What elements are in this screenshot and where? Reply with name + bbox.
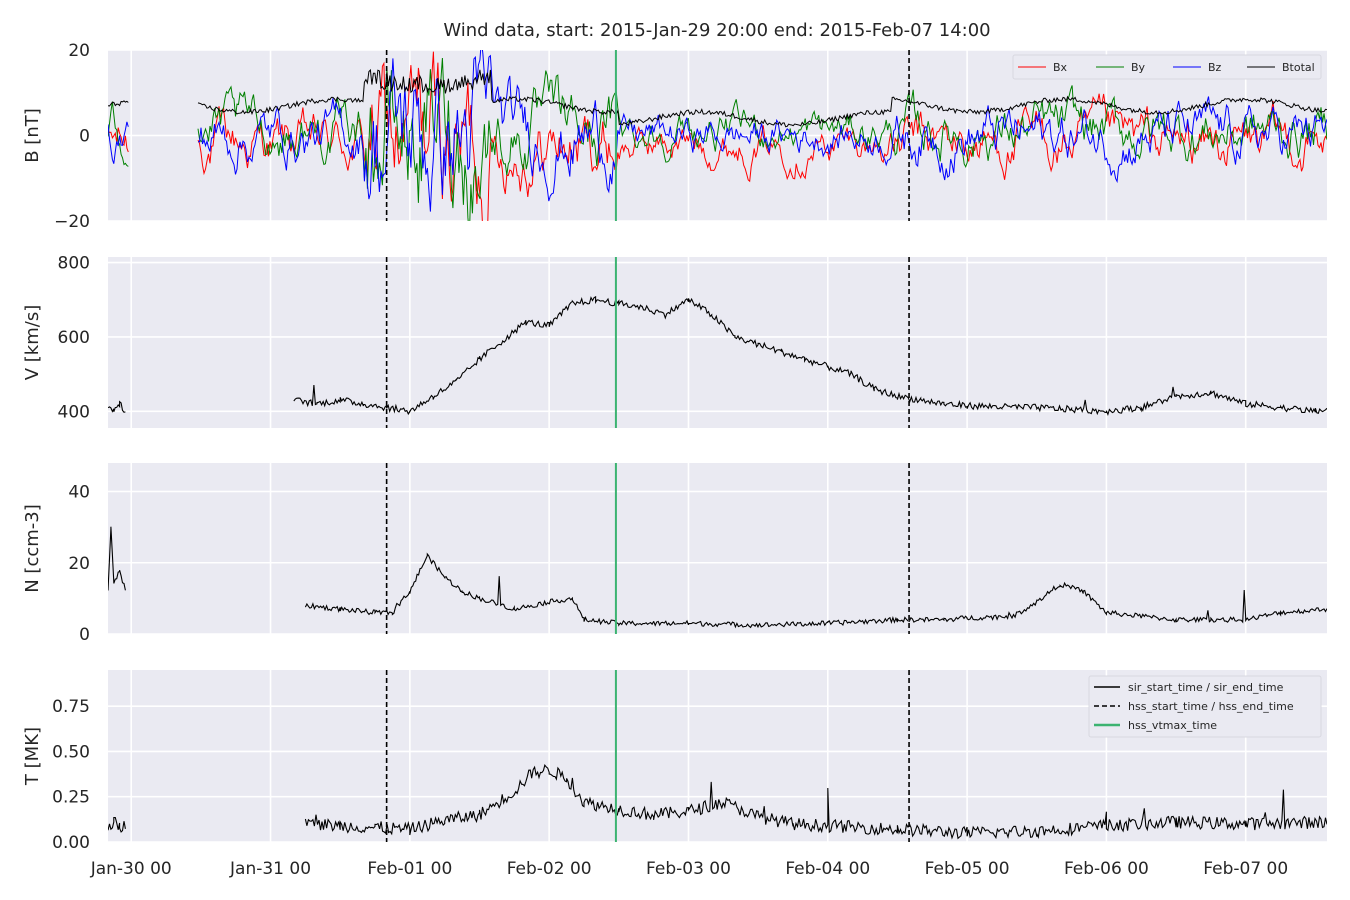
panel-b: −20 0 20 B [nT] Bx By Bz Btotal [22, 41, 1327, 232]
legend-label: Bz [1208, 61, 1222, 74]
y-axis-label: T [MK] [22, 727, 43, 786]
x-tick-label: Feb-04 00 [785, 859, 870, 879]
t-legend: sir_start_time / sir_end_time hss_start_t… [1088, 675, 1322, 738]
t-legend-box [1088, 675, 1322, 738]
legend-label: sir_start_time / sir_end_time [1128, 681, 1284, 694]
x-tick-label: Feb-01 00 [367, 859, 452, 879]
legend-label: By [1131, 61, 1146, 74]
y-axis-label: N [ccm-3] [22, 504, 43, 593]
plot-area-v [108, 257, 1327, 428]
y-tick-label: 0 [79, 127, 90, 147]
legend-label: Bx [1053, 61, 1068, 74]
panel-t: 0.00 0.25 0.50 0.75 T [MK] sir_start_time / s… [22, 670, 1327, 853]
plot-area-n [108, 463, 1327, 634]
legend-label: hss_vtmax_time [1128, 719, 1217, 732]
x-tick-labels: Jan-30 00 Jan-31 00 Feb-01 00 Feb-02 00 Feb-… [90, 859, 1288, 879]
y-tick-label: 20 [68, 554, 90, 574]
legend-label: hss_start_time / hss_end_time [1128, 700, 1294, 713]
b-btotal-series-line [108, 68, 1327, 128]
y-axis-label: V [km/s] [22, 305, 43, 380]
y-tick-label: 400 [58, 402, 90, 422]
y-tick-label: 800 [58, 254, 90, 274]
x-tick-label: Jan-30 00 [90, 859, 172, 879]
b-bz-series-line [108, 50, 1327, 212]
series-group [108, 295, 1327, 417]
panel-v: 400 600 800 V [km/s] [22, 254, 1327, 428]
series-group [108, 50, 1327, 221]
b-legend-box [1012, 54, 1322, 80]
x-tick-label: Feb-03 00 [646, 859, 731, 879]
chart-title: Wind data, start: 2015-Jan-29 20:00 end:… [443, 20, 990, 41]
x-tick-label: Feb-02 00 [507, 859, 592, 879]
y-tick-label: 0 [79, 625, 90, 645]
y-tick-label: −20 [54, 212, 90, 232]
x-tick-label: Feb-06 00 [1064, 859, 1149, 879]
y-tick-label: 0.25 [52, 788, 90, 808]
y-tick-label: 600 [58, 328, 90, 348]
y-tick-label: 0.00 [52, 833, 90, 853]
x-tick-label: Feb-05 00 [925, 859, 1010, 879]
y-tick-label: 0.50 [52, 742, 90, 762]
series-group [108, 764, 1327, 840]
speed-series-line [108, 295, 1327, 417]
y-tick-label: 20 [68, 41, 90, 61]
x-tick-label: Jan-31 00 [229, 859, 311, 879]
x-tick-label: Feb-07 00 [1203, 859, 1288, 879]
y-axis-label: B [nT] [22, 108, 43, 163]
series-group [108, 526, 1327, 629]
density-series-line [108, 526, 1327, 629]
b-legend: Bx By Bz Btotal [1012, 54, 1322, 80]
temperature-series-line [108, 764, 1327, 840]
y-tick-label: 40 [68, 483, 90, 503]
y-tick-label: 0.75 [52, 697, 90, 717]
legend-label: Btotal [1282, 61, 1315, 74]
panel-n: 0 20 40 N [ccm-3] [22, 463, 1327, 645]
